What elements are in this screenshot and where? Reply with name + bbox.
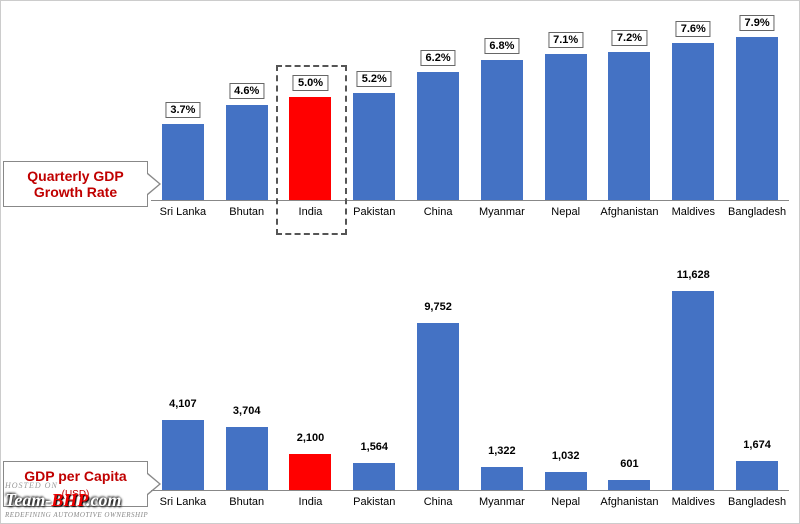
watermark-brand: Team-BHP.com (5, 490, 148, 511)
value-label: 6.2% (421, 50, 456, 66)
category-label: India (299, 496, 323, 508)
bar-group: 6.8%Myanmar (470, 11, 534, 200)
bar: 3.7% (162, 124, 204, 200)
bar-group: 6.2%China (406, 11, 470, 200)
bar: 6.8% (481, 60, 523, 200)
category-label: Nepal (551, 206, 580, 218)
category-label: Maldives (672, 496, 715, 508)
growth-rate-title: Quarterly GDP Growth Rate (3, 161, 148, 207)
bar-group: 1,032Nepal (534, 261, 598, 490)
value-label: 4.6% (229, 83, 264, 99)
per-capita-chart: 4,107Sri Lanka3,704Bhutan2,100India1,564… (151, 261, 789, 491)
value-label: 3,704 (233, 405, 261, 417)
category-label: Maldives (672, 206, 715, 218)
bar-group: 1,564Pakistan (342, 261, 406, 490)
value-label: 1,564 (361, 441, 389, 453)
bar: 7.6% (672, 43, 714, 200)
value-label: 1,674 (743, 439, 771, 451)
bar-group: 2,100India (279, 261, 343, 490)
category-label: Bangladesh (728, 206, 786, 218)
bar-group: 5.0%India (279, 11, 343, 200)
bar: 1,674 (736, 461, 778, 490)
bar: 4,107 (162, 420, 204, 490)
category-label: China (424, 496, 453, 508)
bar: 5.0% (289, 97, 331, 200)
bar-group: 4.6%Bhutan (215, 11, 279, 200)
category-label: Pakistan (353, 206, 395, 218)
bar: 4.6% (226, 105, 268, 200)
bar-group: 11,628Maldives (661, 261, 725, 490)
bar: 601 (608, 480, 650, 490)
bar: 2,100 (289, 454, 331, 490)
bar-group: 7.6%Maldives (661, 11, 725, 200)
value-label: 1,032 (552, 450, 580, 462)
category-label: China (424, 206, 453, 218)
bar: 11,628 (672, 291, 714, 490)
value-label: 601 (620, 458, 638, 470)
value-label: 2,100 (297, 432, 325, 444)
category-label: Pakistan (353, 496, 395, 508)
bar: 6.2% (417, 72, 459, 200)
bar: 7.9% (736, 37, 778, 200)
value-label: 6.8% (484, 38, 519, 54)
bar: 1,032 (545, 472, 587, 490)
value-label: 5.0% (293, 75, 328, 91)
category-label: Bhutan (229, 206, 264, 218)
watermark-tag: REDEFINING AUTOMOTIVE OWNERSHIP (5, 511, 148, 519)
value-label: 11,628 (677, 269, 710, 281)
title-text: Quarterly GDP Growth Rate (27, 168, 123, 200)
bar-group: 7.1%Nepal (534, 11, 598, 200)
watermark: HOSTED ON Team-BHP.com REDEFINING AUTOMO… (5, 481, 148, 519)
bar: 3,704 (226, 427, 268, 490)
category-label: Bhutan (229, 496, 264, 508)
category-label: Nepal (551, 496, 580, 508)
bar-group: 3,704Bhutan (215, 261, 279, 490)
bar-group: 5.2%Pakistan (342, 11, 406, 200)
category-label: Bangladesh (728, 496, 786, 508)
value-label: 7.2% (612, 30, 647, 46)
bar: 5.2% (353, 93, 395, 200)
value-label: 1,322 (488, 445, 516, 457)
category-label: India (299, 206, 323, 218)
category-label: Sri Lanka (160, 496, 206, 508)
category-label: Sri Lanka (160, 206, 206, 218)
value-label: 7.6% (676, 21, 711, 37)
bar-group: 4,107Sri Lanka (151, 261, 215, 490)
bar-group: 601Afghanistan (598, 261, 662, 490)
value-label: 9,752 (424, 301, 452, 313)
bar-group: 1,674Bangladesh (725, 261, 789, 490)
bar: 1,322 (481, 467, 523, 490)
bar-group: 9,752China (406, 261, 470, 490)
bar: 1,564 (353, 463, 395, 490)
growth-rate-chart: 3.7%Sri Lanka4.6%Bhutan5.0%India5.2%Paki… (151, 11, 789, 201)
value-label: 4,107 (169, 398, 197, 410)
watermark-hosted: HOSTED ON (5, 481, 148, 490)
bar-group: 1,322Myanmar (470, 261, 534, 490)
value-label: 5.2% (357, 71, 392, 87)
category-label: Afghanistan (600, 496, 658, 508)
category-label: Myanmar (479, 206, 525, 218)
category-label: Myanmar (479, 496, 525, 508)
value-label: 7.9% (740, 15, 775, 31)
bar-group: 3.7%Sri Lanka (151, 11, 215, 200)
bar-group: 7.9%Bangladesh (725, 11, 789, 200)
bar-group: 7.2%Afghanistan (598, 11, 662, 200)
category-label: Afghanistan (600, 206, 658, 218)
bar: 7.1% (545, 54, 587, 200)
bar: 9,752 (417, 323, 459, 490)
value-label: 7.1% (548, 32, 583, 48)
value-label: 3.7% (165, 102, 200, 118)
bar: 7.2% (608, 52, 650, 201)
